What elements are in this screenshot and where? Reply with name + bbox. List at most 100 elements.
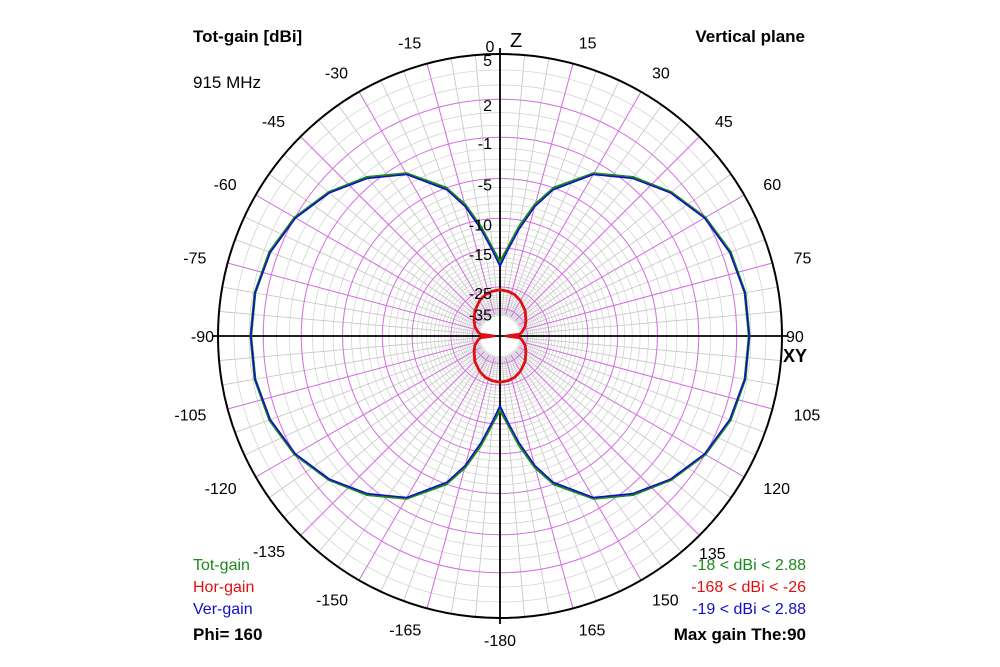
angle-label: -45 (262, 114, 285, 131)
angle-label: -165 (389, 623, 421, 640)
radial-tick-label: -1 (478, 136, 492, 153)
grid-spoke-major (515, 351, 700, 536)
grid-spoke (219, 311, 479, 335)
grid-spoke (337, 104, 488, 319)
grid-spoke (380, 80, 492, 317)
grid-spoke (521, 286, 778, 333)
radial-tick-label: -15 (469, 247, 492, 264)
grid-spoke-major (426, 357, 495, 609)
angle-tick-labels: 0 15 30 45 60 75 90 105 120 135 150 165 -180 -165 -150… (174, 35, 820, 650)
grid-spoke-major (521, 341, 773, 410)
phi-label: Phi= 160 (193, 625, 262, 644)
grid-spoke-major (300, 351, 485, 536)
max-gain-label: Max gain The:90 (674, 625, 806, 644)
grid-spoke (283, 349, 484, 518)
grid-spoke-major (358, 354, 490, 581)
grid-spoke-major (510, 91, 642, 318)
angle-label: -135 (253, 544, 285, 561)
grid-spoke (508, 355, 620, 592)
grid-spoke (318, 119, 487, 320)
grid-spoke (268, 348, 483, 499)
angle-label: 135 (699, 546, 726, 563)
grid-spoke-major (255, 194, 482, 326)
grid-spoke (450, 357, 497, 614)
grid-spoke-major (426, 63, 495, 315)
series-hor-gain (472, 288, 528, 384)
angle-label: -150 (316, 592, 348, 609)
pattern-series (249, 172, 751, 500)
grid-spoke (337, 353, 488, 568)
angle-label: 45 (715, 114, 733, 131)
angle-label: 30 (652, 66, 670, 83)
grid-spoke-major (358, 91, 490, 318)
angle-label: -90 (191, 329, 214, 346)
legend-hor-gain: Hor-gain (193, 579, 254, 596)
grid-spoke (219, 337, 479, 361)
grid-spoke (222, 339, 479, 386)
grid-spoke (503, 357, 550, 614)
radial-tick-label: 5 (483, 53, 492, 70)
chart-title: Tot-gain [dBi] (193, 27, 302, 46)
angle-label: 0 (486, 39, 495, 56)
radial-tick-label: -25 (469, 286, 492, 303)
grid-spoke-major (227, 341, 479, 410)
grid-spoke (521, 339, 778, 386)
xy-axis-label: XY (783, 346, 807, 366)
grid-spoke (521, 337, 781, 361)
angle-label: 165 (579, 623, 606, 640)
grid-spoke (475, 55, 499, 315)
grid-spoke (516, 349, 717, 518)
grid-spoke (318, 352, 487, 553)
radial-tick-label: -10 (469, 217, 492, 234)
grid-spoke (512, 353, 663, 568)
grid-spoke-major (255, 346, 482, 478)
frequency-label: 915 MHz (193, 73, 261, 92)
angle-label: -30 (325, 66, 348, 83)
grid-spoke (475, 357, 499, 617)
grid-spoke (503, 58, 550, 315)
angle-label: -120 (205, 481, 237, 498)
grid-spoke (507, 70, 597, 316)
polar-axes (212, 48, 788, 624)
tot-gain-range: -18 < dBi < 2.88 (692, 557, 806, 574)
grid-spoke (380, 355, 492, 592)
legend-ver-gain: Ver-gain (193, 601, 253, 618)
angle-label: -180 (484, 633, 516, 650)
radial-tick-label: 2 (483, 98, 492, 115)
grid-spoke (520, 343, 766, 433)
grid-spoke (450, 58, 497, 315)
series-ver-gain (250, 173, 750, 499)
grid-spoke-major (505, 357, 574, 609)
radial-tick-label: -5 (478, 178, 492, 195)
grid-spoke-major (521, 262, 773, 331)
grid-spoke-major (510, 354, 642, 581)
grid-spoke (517, 173, 732, 324)
plane-label: Vertical plane (695, 27, 805, 46)
ver-gain-range: -19 < dBi < 2.88 (692, 601, 806, 618)
grid-spoke-major (505, 63, 574, 315)
legend-tot-gain: Tot-gain (193, 557, 250, 574)
angle-label: -60 (214, 177, 237, 194)
grid-spoke (520, 239, 766, 329)
grid-spoke (222, 286, 479, 333)
grid-spoke (517, 348, 732, 499)
grid-spoke (512, 104, 663, 319)
grid-spoke (403, 356, 493, 602)
grid-spoke-major (518, 346, 745, 478)
angle-label: 90 (786, 329, 804, 346)
grid-spoke (508, 80, 620, 317)
grid-spoke (501, 55, 525, 315)
angle-label: 150 (652, 592, 679, 609)
z-axis-label: Z (510, 30, 522, 52)
hor-gain-range: -168 < dBi < -26 (691, 579, 806, 596)
grid-spoke (234, 239, 480, 329)
angle-label: 105 (794, 408, 821, 425)
grid-spoke (513, 352, 682, 553)
grid-spoke (268, 173, 483, 324)
angle-label: -105 (174, 408, 206, 425)
grid-spoke-major (518, 194, 745, 326)
grid-spoke (283, 154, 484, 323)
angle-label: -75 (183, 250, 206, 267)
angle-label: 75 (794, 250, 812, 267)
